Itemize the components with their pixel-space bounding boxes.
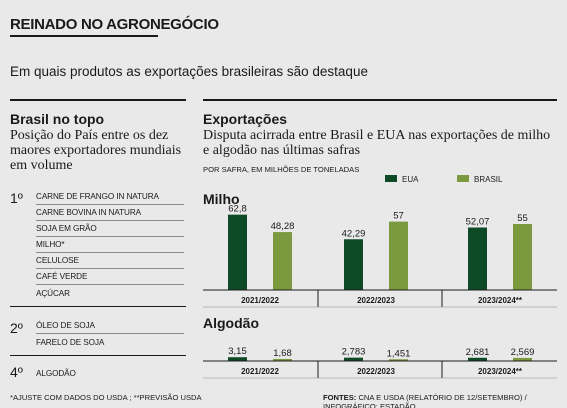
algodao-category-label: 2023/2024** — [478, 367, 523, 376]
right-heading: Exportações — [203, 111, 288, 127]
rank-1: 1º — [10, 190, 23, 206]
right-section-rule — [203, 99, 557, 101]
footer-note: *AJUSTE COM DADOS DO USDA ; **PREVISÃO U… — [10, 393, 202, 402]
infographic-title: REINADO NO AGRONEGÓCIO — [10, 16, 219, 33]
milho-category-label: 2022/2023 — [357, 296, 395, 305]
algodao-bar-brasil — [273, 358, 292, 361]
title-underline — [10, 35, 158, 37]
unit-note: POR SAFRA, EM MILHÕES DE TONELADAS — [203, 165, 360, 174]
list-item: CARNE DE FRANGO IN NATURA — [36, 192, 184, 205]
milho-bar-brasil — [389, 221, 408, 290]
list-item: AÇÚCAR — [36, 289, 70, 298]
algodao-bar-brasil — [389, 359, 408, 361]
milho-category-label: 2021/2022 — [241, 296, 279, 305]
algodao-bar-eua — [468, 357, 487, 361]
list-item: CELULOSE — [36, 256, 184, 269]
milho-chart-title: Milho — [203, 191, 240, 207]
milho-bar-eua — [228, 214, 247, 290]
milho-data-label: 57 — [393, 211, 404, 222]
right-description: Disputa acirrada entre Brasil e EUA nas … — [203, 128, 551, 158]
milho-category-label: 2023/2024** — [478, 296, 523, 305]
algodao-data-label: 2,681 — [466, 347, 490, 358]
algodao-bar-eua — [228, 357, 247, 361]
sources-label: FONTES: — [323, 393, 357, 402]
algodao-data-label: 2,569 — [511, 347, 535, 358]
milho-bar-brasil — [513, 224, 532, 290]
algodao-data-label: 1,68 — [273, 348, 292, 359]
algodao-data-label: 1,451 — [387, 348, 411, 359]
left-section-rule — [10, 99, 186, 101]
milho-data-label: 62,8 — [228, 204, 247, 215]
legend-swatch-brasil — [457, 175, 469, 182]
milho-data-label: 42,29 — [342, 228, 366, 239]
legend-swatch-eua — [385, 175, 397, 182]
algodao-chart-title: Algodão — [203, 315, 259, 331]
list-item: SOJA EM GRÃO — [36, 224, 184, 237]
list-item: FARELO DE SOJA — [36, 338, 105, 347]
milho-data-label: 52,07 — [466, 217, 490, 228]
legend-label-brasil: BRASIL — [474, 175, 503, 184]
algodao-bar-brasil — [513, 357, 532, 361]
rank-2: 2º — [10, 320, 23, 336]
algodao-category-label: 2022/2023 — [357, 367, 395, 376]
list-item: CARNE BOVINA IN NATURA — [36, 208, 184, 221]
list-item: MILHO* — [36, 240, 184, 253]
milho-data-label: 48,28 — [271, 221, 295, 232]
list-item: ÓLEO DE SOJA — [36, 321, 184, 334]
algodao-bar-eua — [344, 357, 363, 361]
algodao-data-label: 2,783 — [342, 347, 366, 358]
list-item: ALGODÃO — [36, 369, 76, 378]
left-description: Posição do País entre os dez maores expo… — [10, 128, 182, 173]
algodao-category-label: 2021/2022 — [241, 367, 279, 376]
group-divider — [10, 355, 186, 356]
algodao-data-label: 3,15 — [228, 346, 247, 357]
milho-bar-brasil — [273, 232, 292, 290]
milho-data-label: 55 — [517, 213, 528, 224]
milho-bar-eua — [344, 239, 363, 290]
milho-bar-eua — [468, 227, 487, 290]
sources-text: CNA E USDA (RELATÓRIO DE 12/SETEMBRO) / … — [323, 393, 527, 408]
infographic-subtitle: Em quais produtos as exportações brasile… — [10, 64, 368, 79]
footer-sources: FONTES: CNA E USDA (RELATÓRIO DE 12/SETE… — [323, 393, 567, 408]
left-heading: Brasil no topo — [10, 111, 105, 127]
group-divider — [10, 306, 186, 307]
rank-4: 4º — [10, 364, 23, 380]
legend-label-eua: EUA — [402, 175, 419, 184]
list-item: CAFÉ VERDE — [36, 272, 184, 285]
